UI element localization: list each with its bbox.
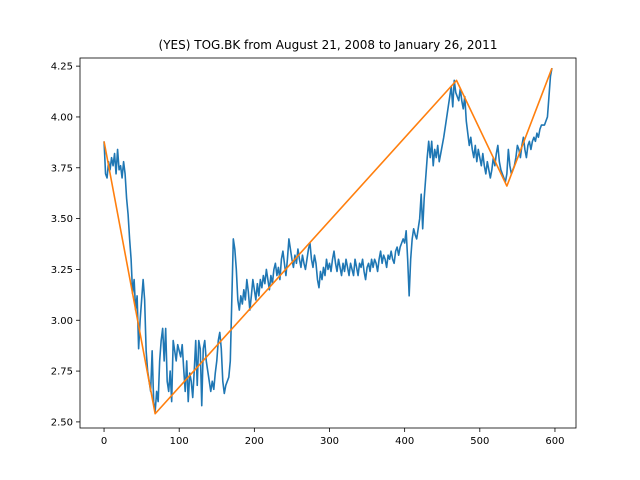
x-tick-label: 200 (245, 436, 264, 447)
y-tick-label: 2.75 (51, 367, 73, 378)
plot-area: 0 100 200 300 400 500 600 2.50 2.75 3.00 3.25 3.50… (51, 57, 577, 447)
y-tick-label: 2.50 (51, 417, 73, 428)
y-tick-label: 4.25 (51, 62, 73, 73)
series-line-1 (103, 68, 553, 413)
x-tick-label: 300 (320, 436, 339, 447)
series-line-2 (103, 67, 553, 415)
y-axis: 2.50 2.75 3.00 3.25 3.50 3.75 4.00 4.25 (51, 62, 80, 428)
chart-title: (YES) TOG.BK from August 21, 2008 to Jan… (159, 38, 498, 52)
axes-frame (79, 57, 577, 429)
x-axis: 0 100 200 300 400 500 600 (101, 428, 565, 447)
y-tick-label: 3.50 (51, 214, 73, 225)
x-tick-label: 400 (395, 436, 414, 447)
series-layer (103, 67, 553, 415)
y-tick-label: 3.25 (51, 265, 73, 276)
y-tick-label: 4.00 (51, 112, 73, 123)
x-tick-label: 100 (170, 436, 189, 447)
y-tick-label: 3.75 (51, 163, 73, 174)
x-tick-label: 600 (545, 436, 564, 447)
x-tick-label: 0 (101, 436, 107, 447)
y-tick-label: 3.00 (51, 316, 73, 327)
x-tick-label: 500 (470, 436, 489, 447)
